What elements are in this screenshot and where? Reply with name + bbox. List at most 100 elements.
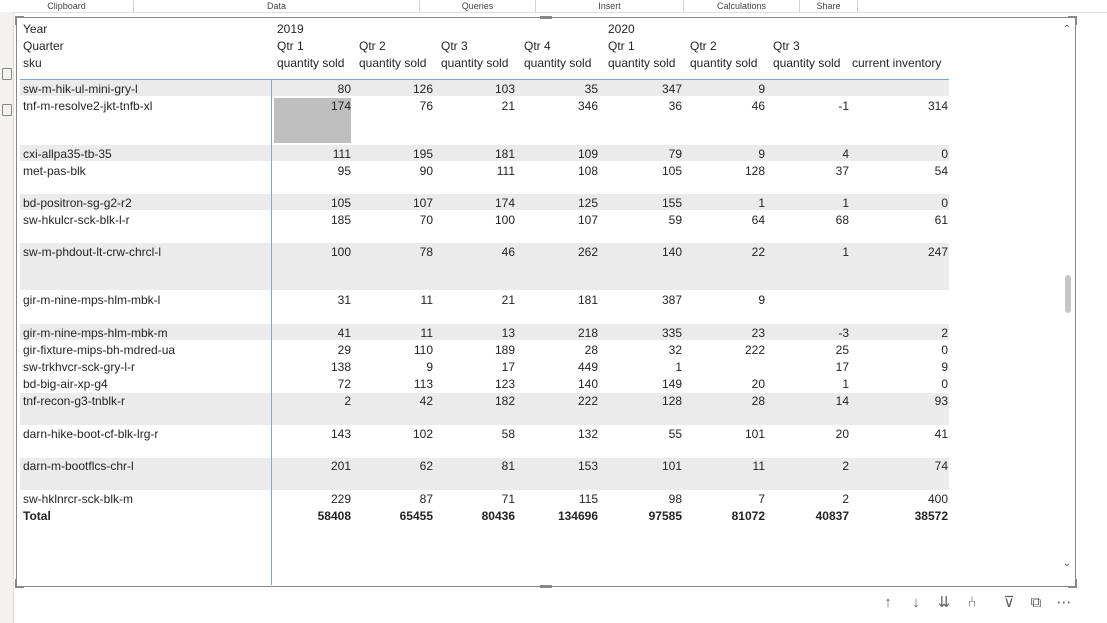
quantity-cell[interactable]: 102 bbox=[412, 427, 433, 441]
quantity-cell[interactable]: 17 bbox=[835, 360, 849, 374]
quantity-cell[interactable]: 108 bbox=[577, 164, 598, 178]
expand-hierarchy-icon[interactable]: ⑃ bbox=[967, 594, 977, 611]
row-sku-label[interactable]: sw-m-hik-ul-mini-gry-l bbox=[23, 82, 138, 96]
quantity-cell[interactable]: 37 bbox=[835, 164, 849, 178]
quantity-cell[interactable]: 110 bbox=[413, 343, 433, 357]
quantity-cell[interactable]: 41 bbox=[337, 326, 351, 340]
quantity-cell[interactable]: 128 bbox=[661, 394, 682, 408]
quantity-cell[interactable]: 20 bbox=[751, 377, 765, 391]
total-cell[interactable]: 134696 bbox=[557, 509, 598, 523]
matrix-visual[interactable]: Year Quarter sku 2019 2020 Qtr 1 Qtr 2 Q… bbox=[15, 16, 1077, 588]
selected-cell[interactable] bbox=[274, 98, 351, 143]
quantity-cell[interactable]: 100 bbox=[330, 245, 351, 259]
scroll-up-icon[interactable]: ⌃ bbox=[1062, 24, 1072, 35]
quantity-cell[interactable]: 182 bbox=[494, 394, 515, 408]
quantity-cell[interactable]: 2 bbox=[842, 459, 849, 473]
total-cell[interactable]: 97585 bbox=[648, 509, 682, 523]
quantity-cell[interactable]: 189 bbox=[494, 343, 515, 357]
quantity-cell[interactable]: 346 bbox=[577, 99, 598, 113]
header-quarter[interactable]: Qtr 3 bbox=[441, 39, 468, 53]
model-view-icon[interactable] bbox=[2, 68, 12, 80]
header-measure[interactable]: quantity sold bbox=[608, 56, 676, 70]
inventory-cell[interactable]: 0 bbox=[941, 147, 948, 161]
quantity-cell[interactable]: 55 bbox=[668, 427, 682, 441]
quantity-cell[interactable]: 11 bbox=[420, 326, 433, 340]
quantity-cell[interactable]: 143 bbox=[330, 427, 351, 441]
total-cell[interactable]: 80436 bbox=[481, 509, 515, 523]
header-quarter[interactable]: Qtr 1 bbox=[277, 39, 304, 53]
row-sku-label[interactable]: bd-big-air-xp-g4 bbox=[23, 377, 108, 391]
quantity-cell[interactable]: 347 bbox=[661, 82, 682, 96]
header-measure[interactable]: quantity sold bbox=[441, 56, 509, 70]
quantity-cell[interactable]: 58 bbox=[501, 427, 515, 441]
quantity-cell[interactable]: 218 bbox=[577, 326, 598, 340]
inventory-cell[interactable]: 400 bbox=[927, 492, 948, 506]
quantity-cell[interactable]: 20 bbox=[835, 427, 849, 441]
quantity-cell[interactable]: 111 bbox=[496, 164, 515, 178]
quantity-cell[interactable]: 2 bbox=[842, 492, 849, 506]
quantity-cell[interactable]: 22 bbox=[751, 245, 765, 259]
quantity-cell[interactable]: 174 bbox=[494, 196, 515, 210]
resize-handle-bottom[interactable] bbox=[540, 585, 552, 588]
quantity-cell[interactable]: 201 bbox=[330, 459, 351, 473]
quantity-cell[interactable]: 1 bbox=[758, 196, 765, 210]
inventory-cell[interactable]: 74 bbox=[934, 459, 948, 473]
quantity-cell[interactable]: 101 bbox=[744, 427, 765, 441]
quantity-cell[interactable]: 17 bbox=[501, 360, 515, 374]
header-measure[interactable]: quantity sold bbox=[359, 56, 427, 70]
quantity-cell[interactable]: 95 bbox=[337, 164, 351, 178]
inventory-cell[interactable]: 41 bbox=[934, 427, 948, 441]
quantity-cell[interactable]: 23 bbox=[751, 326, 765, 340]
quantity-cell[interactable]: 14 bbox=[835, 394, 849, 408]
header-quarter[interactable]: Qtr 1 bbox=[608, 39, 635, 53]
quantity-cell[interactable]: 78 bbox=[419, 245, 433, 259]
total-cell[interactable]: 58408 bbox=[317, 509, 351, 523]
header-current-inventory[interactable]: current inventory bbox=[852, 56, 942, 70]
quantity-cell[interactable]: 1 bbox=[842, 196, 849, 210]
row-sku-label[interactable]: gir-fixture-mips-bh-mdred-ua bbox=[23, 343, 176, 357]
quantity-cell[interactable]: 155 bbox=[661, 196, 682, 210]
quantity-cell[interactable]: 1 bbox=[675, 360, 682, 374]
inventory-cell[interactable]: 0 bbox=[941, 343, 948, 357]
resize-corner-top-right[interactable] bbox=[1068, 16, 1077, 25]
quantity-cell[interactable]: 107 bbox=[577, 213, 598, 227]
inventory-cell[interactable]: 2 bbox=[941, 326, 948, 340]
quantity-cell[interactable]: 11 bbox=[752, 459, 765, 473]
total-cell[interactable]: 40837 bbox=[815, 509, 849, 523]
quantity-cell[interactable]: 1 bbox=[842, 377, 849, 391]
quantity-cell[interactable]: 11 bbox=[420, 293, 433, 307]
inventory-cell[interactable]: 314 bbox=[927, 99, 948, 113]
quantity-cell[interactable]: 140 bbox=[577, 377, 598, 391]
quantity-cell[interactable]: 107 bbox=[412, 196, 433, 210]
quantity-cell[interactable]: 87 bbox=[419, 492, 433, 506]
inventory-cell[interactable]: 0 bbox=[941, 377, 948, 391]
focus-mode-icon[interactable]: ⧉ bbox=[1030, 594, 1042, 611]
total-cell[interactable]: 65455 bbox=[399, 509, 433, 523]
row-sku-label[interactable]: tnf-m-resolve2-jkt-tnfb-xl bbox=[23, 99, 153, 113]
quantity-cell[interactable]: 21 bbox=[501, 293, 515, 307]
header-quarter[interactable]: Qtr 3 bbox=[773, 39, 800, 53]
header-measure[interactable]: quantity sold bbox=[690, 56, 758, 70]
quantity-cell[interactable]: 2 bbox=[344, 394, 351, 408]
header-year-2020[interactable]: 2020 bbox=[608, 22, 635, 36]
quantity-cell[interactable]: 4 bbox=[842, 147, 849, 161]
inventory-cell[interactable]: 54 bbox=[934, 164, 948, 178]
row-sku-label[interactable]: sw-hklnrcr-sck-blk-m bbox=[23, 492, 133, 506]
quantity-cell[interactable]: 9 bbox=[758, 147, 765, 161]
quantity-cell[interactable]: 153 bbox=[577, 459, 598, 473]
table-view-icon[interactable] bbox=[2, 104, 12, 116]
quantity-cell[interactable]: 262 bbox=[577, 245, 598, 259]
scroll-down-icon[interactable]: ⌄ bbox=[1062, 558, 1072, 569]
quantity-cell[interactable]: 1 bbox=[842, 245, 849, 259]
quantity-cell[interactable]: 229 bbox=[330, 492, 351, 506]
quantity-cell[interactable]: 28 bbox=[751, 394, 765, 408]
quantity-cell[interactable]: 32 bbox=[668, 343, 682, 357]
arrow-down-icon[interactable]: ↓ bbox=[912, 594, 920, 611]
header-measure[interactable]: quantity sold bbox=[773, 56, 841, 70]
row-sku-label[interactable]: met-pas-blk bbox=[23, 164, 86, 178]
quantity-cell[interactable]: 195 bbox=[412, 147, 433, 161]
row-sku-label[interactable]: gir-m-nine-mps-hlm-mbk-m bbox=[23, 326, 168, 340]
row-sku-label[interactable]: darn-hike-boot-cf-blk-lrg-r bbox=[23, 427, 159, 441]
quantity-cell[interactable]: -1 bbox=[838, 99, 849, 113]
quantity-cell[interactable]: 64 bbox=[751, 213, 765, 227]
